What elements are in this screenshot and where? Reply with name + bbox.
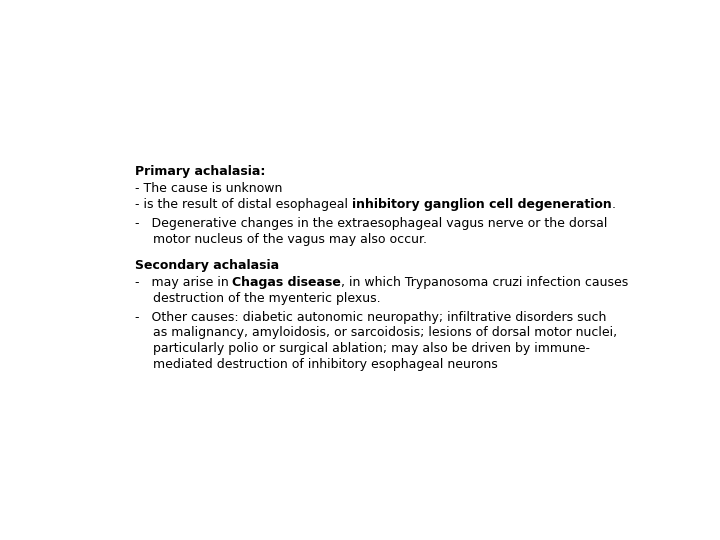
Text: -   Other causes: diabetic autonomic neuropathy; infiltrative disorders such: - Other causes: diabetic autonomic neuro… — [135, 310, 606, 323]
Text: Primary achalasia:: Primary achalasia: — [135, 165, 265, 178]
Text: -   may arise in: - may arise in — [135, 276, 233, 289]
Text: - The cause is unknown: - The cause is unknown — [135, 181, 282, 194]
Text: , in which Trypanosoma cruzi infection causes: , in which Trypanosoma cruzi infection c… — [341, 276, 629, 289]
Text: - is the result of distal esophageal: - is the result of distal esophageal — [135, 198, 351, 211]
Text: destruction of the myenteric plexus.: destruction of the myenteric plexus. — [153, 292, 381, 305]
Text: motor nucleus of the vagus may also occur.: motor nucleus of the vagus may also occu… — [153, 233, 427, 246]
Text: particularly polio or surgical ablation; may also be driven by immune-: particularly polio or surgical ablation;… — [153, 342, 590, 355]
Text: -   Degenerative changes in the extraesophageal vagus nerve or the dorsal: - Degenerative changes in the extraesoph… — [135, 217, 607, 230]
Text: Chagas disease: Chagas disease — [233, 276, 341, 289]
Text: inhibitory ganglion cell degeneration: inhibitory ganglion cell degeneration — [351, 198, 611, 211]
Text: Secondary achalasia: Secondary achalasia — [135, 259, 279, 272]
Text: as malignancy, amyloidosis, or sarcoidosis; lesions of dorsal motor nuclei,: as malignancy, amyloidosis, or sarcoidos… — [153, 326, 617, 339]
Text: .: . — [611, 198, 616, 211]
Text: mediated destruction of inhibitory esophageal neurons: mediated destruction of inhibitory esoph… — [153, 358, 498, 371]
